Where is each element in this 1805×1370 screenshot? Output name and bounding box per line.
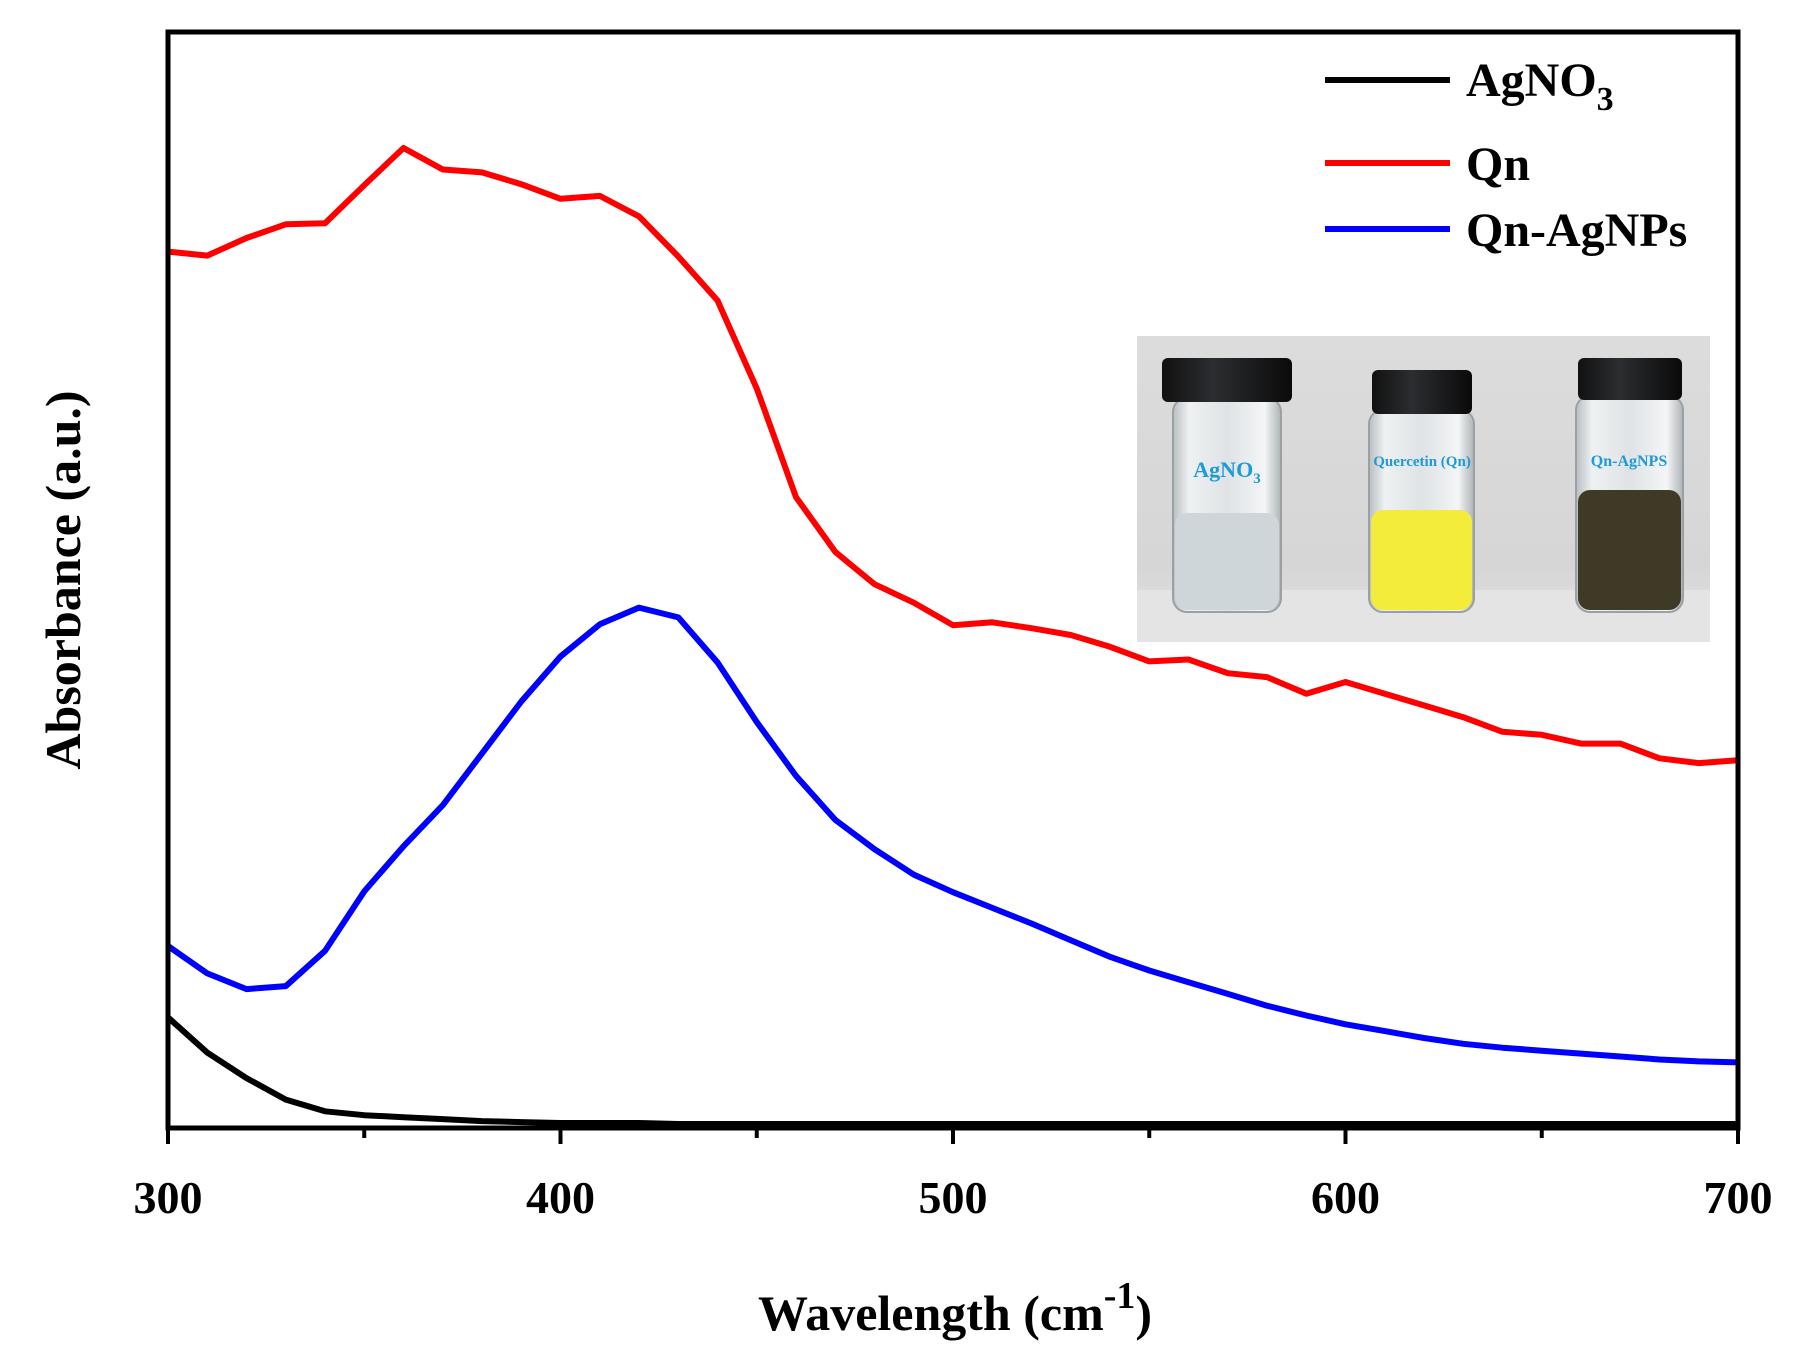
legend-label-qn: Qn bbox=[1466, 138, 1530, 191]
vial-quercetin-liquid bbox=[1371, 510, 1472, 610]
vial-qn-agnps-label: Qn-AgNPS bbox=[1591, 453, 1668, 470]
inset-photo: AgNO3 Quercetin (Qn) Qn-AgNPS bbox=[1137, 336, 1710, 642]
x-axis-title: Wavelength (cm-1) bbox=[758, 1275, 1152, 1341]
vial-agno3-label-sub: 3 bbox=[1253, 471, 1261, 487]
x-ticks: 300 400 500 600 700 bbox=[134, 1128, 1773, 1223]
vial-agno3-liquid bbox=[1175, 513, 1279, 610]
legend-label-agno3-main: AgNO bbox=[1466, 54, 1597, 107]
vial-quercetin-label: Quercetin (Qn) bbox=[1373, 454, 1471, 470]
legend-label-agno3: AgNO3 bbox=[1466, 54, 1614, 118]
vial-qn-agnps-cap bbox=[1578, 358, 1682, 400]
legend-label-qn-agnps: Qn-AgNPs bbox=[1466, 204, 1687, 257]
x-axis-title-superscript: -1 bbox=[1104, 1275, 1136, 1317]
x-axis-title-close: ) bbox=[1135, 1285, 1152, 1341]
vial-agno3-label: AgNO3 bbox=[1193, 457, 1260, 487]
series-line-qn bbox=[167, 145, 1739, 767]
vial-quercetin: Quercetin (Qn) bbox=[1368, 370, 1475, 613]
y-axis-title: Absorbance (a.u.) bbox=[35, 390, 91, 769]
x-tick-label-400: 400 bbox=[526, 1172, 595, 1223]
series-layer bbox=[165, 145, 1739, 1127]
series-line-agno3 bbox=[165, 1015, 1738, 1127]
vial-agno3: AgNO3 bbox=[1162, 358, 1292, 613]
x-axis-title-main: Wavelength (cm bbox=[758, 1285, 1104, 1341]
legend-label-agno3-sub: 3 bbox=[1597, 81, 1614, 118]
x-tick-label-700: 700 bbox=[1704, 1172, 1773, 1223]
legend: AgNO3 Qn Qn-AgNPs bbox=[1325, 54, 1687, 257]
vial-agno3-label-main: AgNO bbox=[1193, 457, 1253, 482]
vial-agno3-cap bbox=[1162, 358, 1292, 402]
x-tick-label-500: 500 bbox=[919, 1172, 988, 1223]
vial-quercetin-cap bbox=[1372, 370, 1472, 414]
x-tick-label-300: 300 bbox=[134, 1172, 203, 1223]
vial-qn-agnps-liquid bbox=[1578, 490, 1681, 610]
series-line-qn-agnps bbox=[166, 604, 1739, 1066]
x-tick-label-600: 600 bbox=[1311, 1172, 1380, 1223]
vial-qn-agnps: Qn-AgNPS bbox=[1575, 358, 1684, 613]
